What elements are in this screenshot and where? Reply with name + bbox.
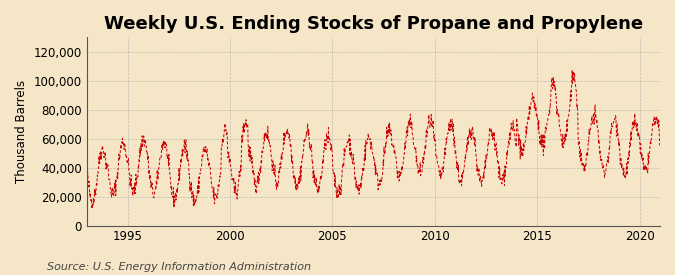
Text: Source: U.S. Energy Information Administration: Source: U.S. Energy Information Administ… xyxy=(47,262,311,272)
Title: Weekly U.S. Ending Stocks of Propane and Propylene: Weekly U.S. Ending Stocks of Propane and… xyxy=(104,15,643,33)
Y-axis label: Thousand Barrels: Thousand Barrels xyxy=(15,80,28,183)
